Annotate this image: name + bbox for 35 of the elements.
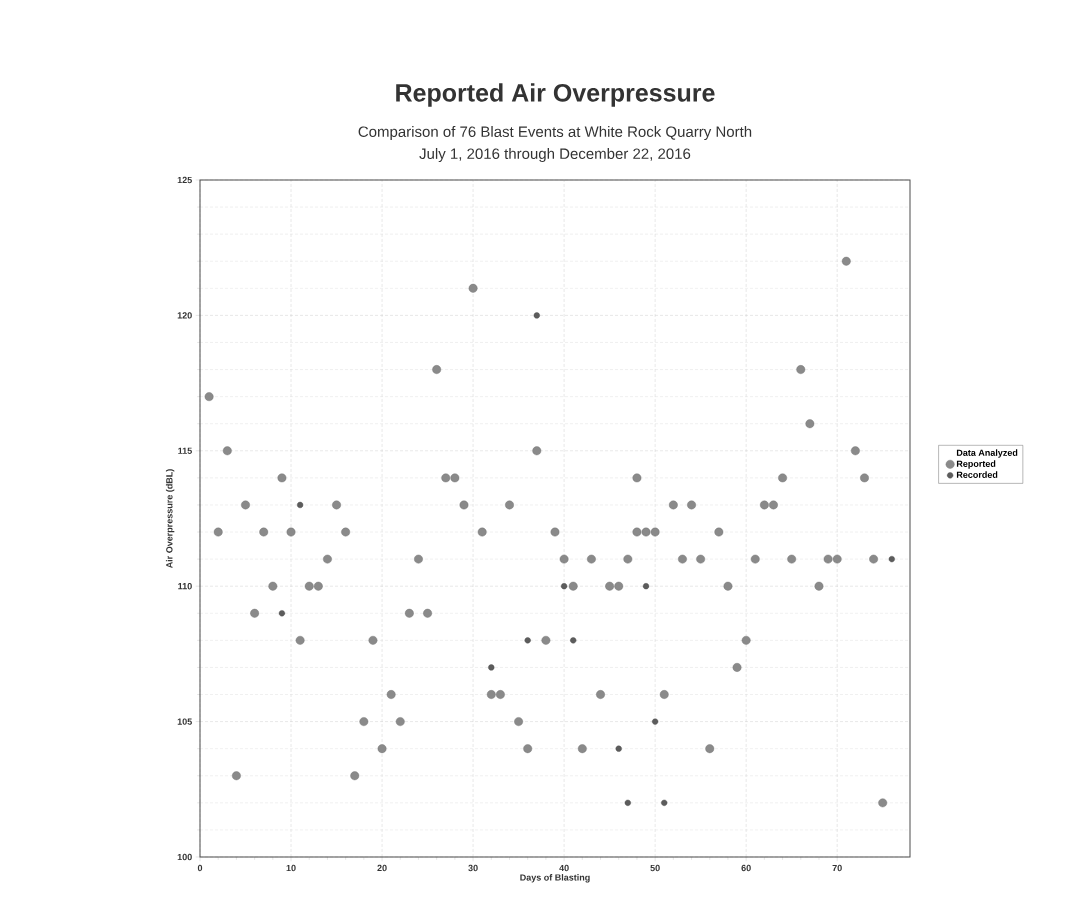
- legend-label: Reported: [956, 460, 996, 469]
- point: [570, 637, 577, 644]
- chart-title: Reported Air Overpressure: [396, 83, 715, 107]
- x-tick-label: 40: [559, 864, 569, 872]
- y-tick-label: 105: [177, 718, 192, 725]
- point: [661, 799, 668, 806]
- x-tick-label: 0: [197, 864, 203, 872]
- x-axis-title: Days of Blasting: [520, 874, 590, 883]
- point: [642, 583, 650, 590]
- point: [561, 583, 568, 590]
- y-tick-label: 100: [177, 853, 192, 861]
- point: [524, 637, 531, 644]
- point: [624, 799, 631, 806]
- x-tick-label: 60: [741, 864, 751, 872]
- point: [652, 718, 659, 725]
- y-tick-label: 125: [177, 176, 192, 184]
- text: July 1, 2016 through December 22, 2016: [419, 148, 691, 162]
- y-tick-label: 115: [178, 447, 192, 454]
- y-tick-label: 120: [177, 312, 192, 319]
- point: [278, 610, 286, 617]
- chart-subtitle: Comparison of 76 Blast Events at White Rock Quarry North: [358, 126, 752, 140]
- point: [615, 745, 622, 752]
- x-tick-label: 20: [377, 864, 387, 872]
- legend-label: Recorded: [956, 471, 998, 478]
- y-axis-title: Air Overpressure (dBL): [165, 469, 175, 569]
- x-tick-label: 70: [832, 864, 842, 872]
- point: [533, 312, 540, 319]
- y-tick-label: 110: [178, 583, 192, 590]
- x-tick-label: 30: [468, 864, 478, 872]
- legend-title: Data Analyzed: [956, 449, 1018, 458]
- x-tick-label: 50: [650, 864, 660, 872]
- point: [488, 664, 495, 671]
- x-tick-label: 10: [286, 864, 296, 872]
- point: [888, 556, 895, 563]
- point: [297, 501, 304, 509]
